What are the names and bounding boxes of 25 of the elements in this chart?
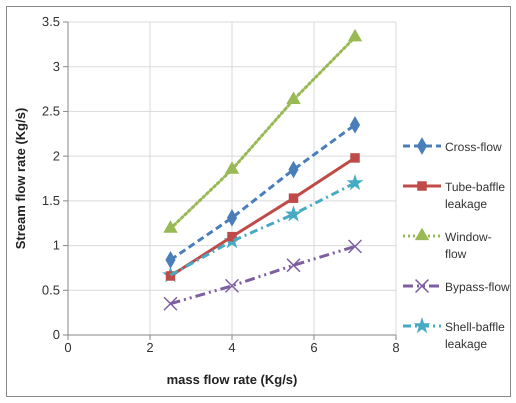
x-tick-label: 6 [310, 340, 318, 356]
y-tick-label: 2 [52, 148, 60, 164]
y-tick-label: 3 [52, 58, 60, 74]
point [346, 174, 364, 190]
x-tick-label: 8 [392, 340, 400, 356]
x-tick-label: 0 [64, 340, 72, 356]
x-axis-title: mass flow rate (Kg/s) [166, 372, 298, 387]
y-tick-label: 2.5 [42, 104, 60, 119]
point [224, 278, 240, 294]
x-tick-label: 2 [146, 340, 154, 356]
point [348, 239, 362, 254]
legend-label: Bypass-flow [445, 280, 510, 294]
y-tick-label: 3.5 [42, 14, 60, 30]
y-axis-title: Stream flow rate (Kg/s) [13, 108, 28, 250]
legend-label: Window-flow [445, 230, 492, 261]
x-tick-label: 4 [228, 340, 236, 356]
legend-label: Tube-baffle leakage [445, 180, 506, 211]
y-tick-label: 0.5 [42, 282, 60, 298]
legend-label: Shell-baffle leakage [445, 320, 506, 351]
point [163, 296, 178, 311]
y-tick-label: 1.5 [42, 193, 60, 208]
y-tick-label: 1 [52, 238, 60, 253]
point [286, 258, 301, 272]
legend-label: Cross-flow [445, 140, 502, 154]
y-tick-label: 0 [52, 327, 60, 342]
